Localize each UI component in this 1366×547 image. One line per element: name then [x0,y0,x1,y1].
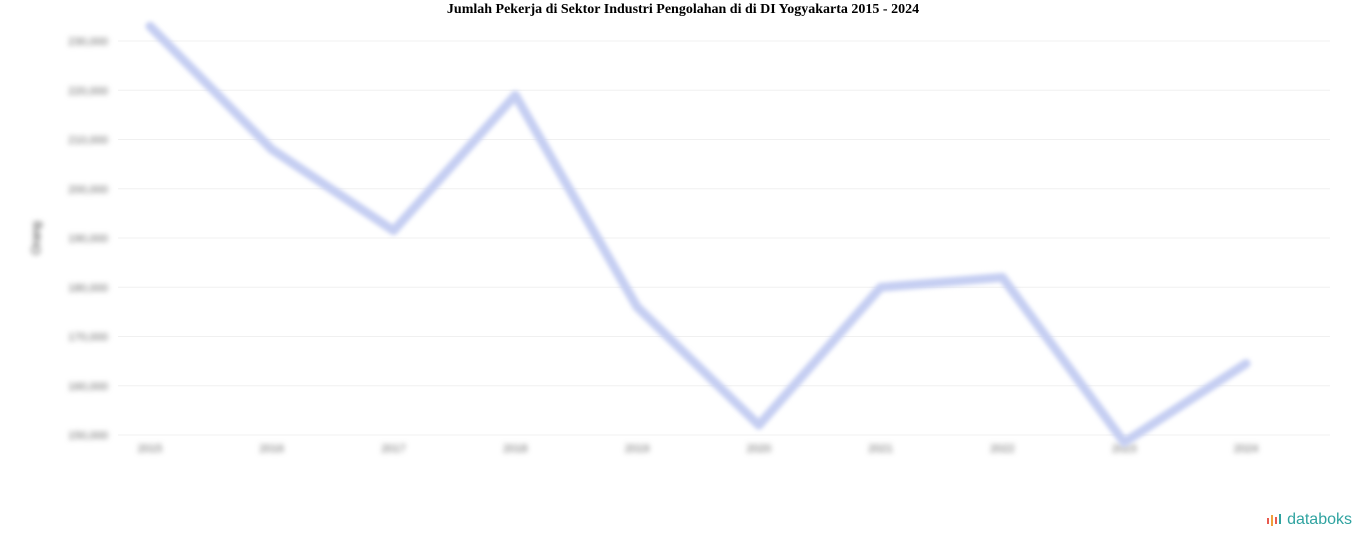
data-point [880,286,882,288]
data-point [1245,363,1247,365]
x-tick-label: 2024 [1234,443,1258,455]
y-axis-label: Orang [29,221,43,255]
data-point [1123,441,1125,443]
y-tick-label: 230,000 [68,36,108,48]
data-point [149,25,151,27]
y-tick-label: 220,000 [68,85,108,97]
y-tick-label: 180,000 [68,282,108,294]
brand-name: databoks [1287,511,1352,528]
x-tick-labels: 2015 2016 2017 2018 2019 2020 2021 2022 2023 2024 [138,443,1258,455]
data-point [393,230,395,232]
x-tick-label: 2019 [625,443,649,455]
databoks-logo-icon [1267,514,1282,526]
x-tick-label: 2016 [260,443,284,455]
y-tick-label: 150,000 [68,430,108,442]
x-tick-label: 2023 [1112,443,1136,455]
data-point [758,424,760,426]
x-tick-label: 2021 [868,443,892,455]
x-tick-label: 2015 [138,443,162,455]
y-tick-label: 200,000 [68,184,108,196]
x-tick-label: 2020 [747,443,771,455]
y-tick-labels: 150,000 160,000 170,000 180,000 190,000 200,0… [68,36,108,442]
data-point [636,306,638,308]
chart-title: Jumlah Pekerja di Sektor Industri Pengol… [446,2,920,17]
x-tick-label: 2018 [503,443,527,455]
y-tick-label: 190,000 [68,233,108,245]
grid-lines [118,40,1330,436]
y-tick-label: 160,000 [68,381,108,393]
data-point [514,94,516,96]
brand-logo: databoks [1266,511,1352,529]
y-tick-label: 210,000 [68,135,108,147]
x-tick-label: 2022 [990,443,1014,455]
y-tick-label: 170,000 [68,332,108,344]
x-tick-label: 2017 [381,443,405,455]
data-point [271,148,273,150]
series-layer [145,21,1251,447]
series-line [145,21,1251,447]
data-point [1001,276,1003,278]
